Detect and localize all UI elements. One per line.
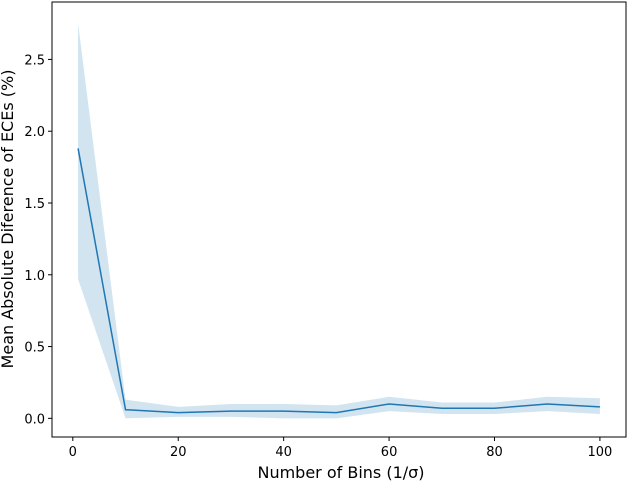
y-tick-label: 0.0 (24, 412, 45, 427)
x-axis-label: Number of Bins (1/σ) (257, 463, 424, 482)
x-tick-label: 60 (381, 445, 398, 460)
x-tick-label: 80 (486, 445, 503, 460)
y-tick-label: 1.5 (24, 197, 45, 212)
y-tick-label: 2.0 (24, 125, 45, 140)
y-axis-label: Mean Absolute Diference of ECEs (%) (0, 70, 17, 369)
x-tick-label: 0 (69, 445, 77, 460)
x-tick-label: 100 (587, 445, 612, 460)
plot-frame (51, 1, 627, 438)
x-tick-label: 40 (275, 445, 292, 460)
line (77, 148, 600, 414)
confidence-band (78, 23, 600, 419)
y-tick-label: 1.0 (24, 269, 45, 284)
x-tick-label: 20 (170, 445, 187, 460)
y-tick-label: 2.5 (24, 53, 45, 68)
y-tick-label: 0.5 (24, 341, 45, 356)
